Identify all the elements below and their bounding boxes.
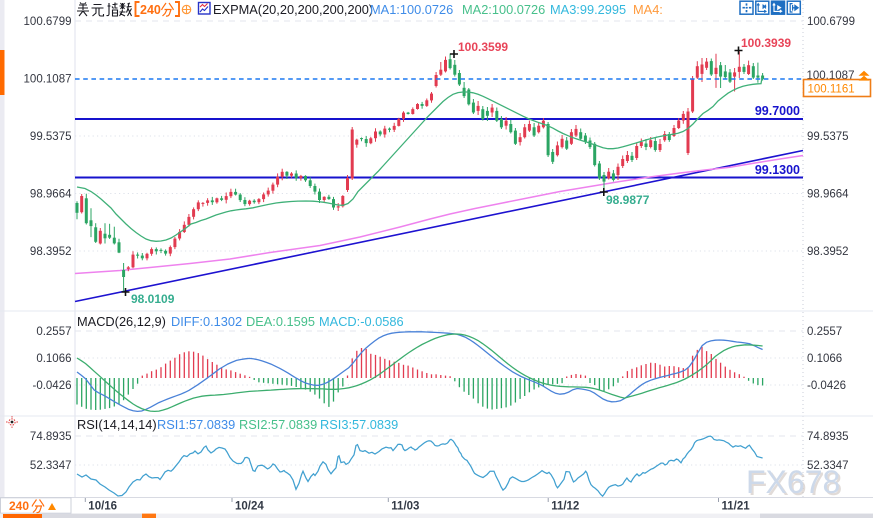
svg-text:MA4:: MA4: bbox=[633, 2, 663, 17]
svg-text:99.7000: 99.7000 bbox=[755, 104, 800, 118]
svg-text:100.3939: 100.3939 bbox=[741, 36, 791, 50]
svg-text:100.1087: 100.1087 bbox=[24, 74, 72, 86]
svg-text:EXPMA(20,20,200,200,200): EXPMA(20,20,200,200,200) bbox=[213, 2, 373, 17]
svg-text:10/24: 10/24 bbox=[235, 501, 264, 513]
svg-text:RSI2:57.0839: RSI2:57.0839 bbox=[239, 417, 317, 432]
svg-text:-0.0426: -0.0426 bbox=[807, 380, 846, 392]
svg-text:RSI3:57.0839: RSI3:57.0839 bbox=[320, 417, 398, 432]
svg-text:98.9664: 98.9664 bbox=[30, 189, 72, 201]
svg-text:240: 240 bbox=[140, 3, 161, 17]
svg-text:-0.0426: -0.0426 bbox=[32, 380, 71, 392]
svg-text:11/21: 11/21 bbox=[722, 501, 751, 513]
svg-text:DEA:0.1595: DEA:0.1595 bbox=[246, 314, 315, 329]
svg-text:240: 240 bbox=[9, 499, 29, 513]
svg-text:74.8935: 74.8935 bbox=[807, 431, 849, 443]
svg-text:10/16: 10/16 bbox=[88, 501, 117, 513]
svg-text:74.8935: 74.8935 bbox=[30, 431, 72, 443]
svg-text:0.1066: 0.1066 bbox=[36, 353, 71, 365]
svg-text:MA1:100.0726: MA1:100.0726 bbox=[370, 2, 453, 17]
svg-text:MA2:100.0726: MA2:100.0726 bbox=[462, 2, 545, 17]
svg-text:0.2557: 0.2557 bbox=[807, 326, 842, 338]
svg-text:MACD(26,12,9): MACD(26,12,9) bbox=[77, 314, 166, 329]
svg-text:99.5375: 99.5375 bbox=[30, 131, 72, 143]
svg-text:99.5375: 99.5375 bbox=[807, 131, 849, 143]
svg-text:100.1161: 100.1161 bbox=[808, 84, 855, 96]
svg-text:MA3:99.2995: MA3:99.2995 bbox=[550, 2, 626, 17]
svg-text:FX678: FX678 bbox=[746, 464, 840, 500]
svg-text:MACD:-0.0586: MACD:-0.0586 bbox=[319, 314, 404, 329]
svg-text:100.6799: 100.6799 bbox=[807, 16, 855, 28]
svg-text:11/03: 11/03 bbox=[391, 501, 419, 513]
svg-text:100.3599: 100.3599 bbox=[458, 40, 508, 54]
svg-text:52.3347: 52.3347 bbox=[807, 460, 849, 472]
svg-text:0.2557: 0.2557 bbox=[36, 326, 71, 338]
svg-text:98.0109: 98.0109 bbox=[131, 292, 175, 306]
svg-text:FX678: FX678 bbox=[748, 466, 842, 502]
svg-text:98.3952: 98.3952 bbox=[30, 246, 72, 258]
svg-text:100.6799: 100.6799 bbox=[24, 16, 72, 28]
svg-text:98.3952: 98.3952 bbox=[807, 246, 849, 258]
svg-text:98.9664: 98.9664 bbox=[807, 189, 849, 201]
svg-text:52.3347: 52.3347 bbox=[30, 460, 72, 472]
svg-text:98.9877: 98.9877 bbox=[606, 193, 650, 207]
svg-text:11/12: 11/12 bbox=[551, 501, 579, 513]
svg-text:RSI1:57.0839: RSI1:57.0839 bbox=[157, 417, 235, 432]
svg-text:99.1300: 99.1300 bbox=[755, 163, 800, 177]
svg-text:DIFF:0.1302: DIFF:0.1302 bbox=[171, 314, 242, 329]
svg-text:RSI(14,14,14): RSI(14,14,14) bbox=[77, 417, 157, 432]
svg-text:0.1066: 0.1066 bbox=[807, 353, 842, 365]
